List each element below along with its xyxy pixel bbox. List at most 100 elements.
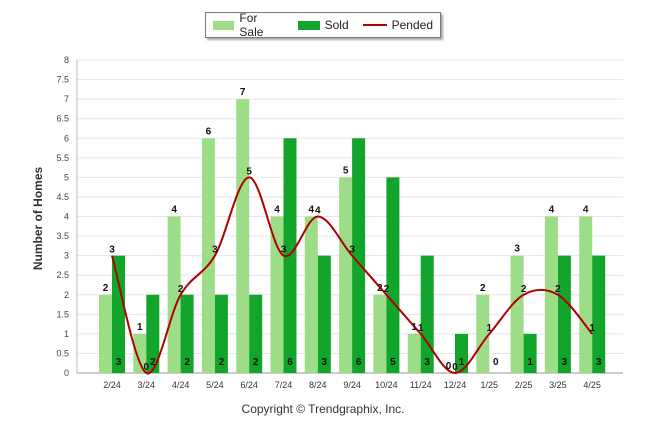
data-label-pended: 4 (315, 206, 321, 217)
x-tick-label: 10/24 (375, 380, 398, 390)
bar-sold (146, 294, 160, 373)
data-label-sold: 2 (219, 357, 225, 368)
bar-sold (180, 294, 194, 373)
bar-for-sale (133, 333, 147, 373)
bar-for-sale (510, 255, 524, 373)
data-label-pended: 3 (349, 245, 355, 256)
y-tick-label: 2.5 (56, 270, 69, 280)
data-label-sold: 2 (253, 357, 259, 368)
data-label-pended: 3 (281, 245, 287, 256)
bar-sold (317, 255, 331, 373)
y-tick-label: 4 (64, 212, 69, 222)
data-label-for-sale: 1 (411, 322, 417, 333)
data-label-for-sale: 2 (480, 283, 486, 294)
y-tick-label: 1 (64, 329, 69, 339)
y-tick-label: 1.5 (56, 309, 69, 319)
legend-label-sold: Sold (324, 18, 349, 32)
data-label-sold: 2 (184, 357, 190, 368)
bar-for-sale (201, 138, 215, 373)
y-axis-title: Number of Homes (31, 167, 45, 271)
x-tick-label: 1/25 (481, 380, 499, 390)
data-label-pended: 1 (418, 323, 424, 334)
x-tick-label: 12/24 (444, 380, 467, 390)
y-tick-label: 8 (64, 55, 69, 65)
data-label-for-sale: 6 (206, 126, 212, 137)
data-label-pended: 3 (109, 245, 115, 256)
data-label-pended: 5 (246, 166, 252, 177)
data-label-sold: 3 (116, 357, 122, 368)
data-label-sold: 3 (424, 357, 430, 368)
chart-legend: For Sale Sold Pended (205, 11, 441, 39)
y-tick-label: 5.5 (56, 153, 69, 163)
bar-for-sale (236, 99, 250, 373)
legend-item-for-sale: For Sale (213, 11, 284, 39)
bar-for-sale (373, 294, 387, 373)
y-tick-label: 7 (64, 94, 69, 104)
bar-sold (523, 333, 537, 373)
data-label-for-sale: 3 (514, 244, 520, 255)
y-tick-label: 7.5 (56, 75, 69, 85)
x-tick-label: 11/24 (410, 380, 432, 390)
data-label-sold: 3 (322, 357, 328, 368)
y-tick-label: 2 (64, 290, 69, 300)
for-sale-swatch (213, 20, 235, 30)
data-label-pended: 2 (178, 284, 184, 295)
y-tick-label: 4.5 (56, 192, 69, 202)
bar-sold (420, 255, 434, 373)
bar-for-sale (304, 216, 318, 373)
data-label-for-sale: 1 (137, 322, 143, 333)
data-label-sold: 2 (150, 357, 156, 368)
x-tick-label: 9/24 (343, 380, 361, 390)
x-tick-label: 6/24 (240, 380, 258, 390)
x-tick-label: 7/24 (275, 380, 293, 390)
x-tick-label: 8/24 (309, 380, 327, 390)
y-tick-label: 6 (64, 133, 69, 143)
bar-for-sale (476, 294, 490, 373)
data-label-pended: 2 (555, 284, 561, 295)
bar-for-sale (99, 294, 112, 373)
data-label-for-sale: 5 (343, 165, 349, 176)
data-label-sold: 3 (562, 357, 568, 368)
data-label-for-sale: 4 (549, 205, 555, 216)
legend-item-sold: Sold (297, 18, 349, 32)
data-label-sold: 1 (527, 357, 533, 368)
x-tick-label: 3/25 (549, 380, 567, 390)
sold-swatch (297, 20, 320, 30)
data-label-sold: 5 (390, 357, 396, 368)
bar-for-sale (579, 216, 593, 373)
bar-sold (592, 255, 606, 373)
data-label-pended: 3 (212, 245, 218, 256)
data-label-sold: 0 (493, 357, 499, 368)
copyright-text: Copyright © Trendgraphix, Inc. (241, 402, 405, 416)
data-label-pended: 1 (487, 323, 493, 334)
x-tick-label: 3/24 (138, 380, 156, 390)
pended-line (111, 176, 593, 375)
data-label-for-sale: 2 (103, 283, 109, 294)
bar-for-sale (544, 216, 558, 373)
data-label-pended: 2 (521, 284, 527, 295)
bar-for-sale (167, 216, 181, 373)
data-label-for-sale: 4 (274, 205, 280, 216)
legend-label-for-sale: For Sale (239, 11, 264, 39)
bar-sold (386, 177, 400, 373)
data-label-pended: 2 (384, 284, 390, 295)
data-label-for-sale: 7 (240, 87, 246, 98)
data-label-for-sale: 4 (583, 205, 589, 216)
x-tick-label: 4/25 (583, 380, 601, 390)
pended-swatch (362, 24, 387, 26)
y-tick-label: 5 (64, 172, 69, 182)
data-label-sold: 1 (459, 357, 465, 368)
legend-item-pended: Pended (362, 18, 433, 32)
x-tick-label: 2/24 (103, 380, 121, 390)
bar-sold (352, 138, 366, 373)
bar-for-sale (339, 177, 353, 373)
data-label-sold: 6 (356, 357, 362, 368)
data-label-pended: 0 (452, 362, 458, 373)
bar-sold (557, 255, 571, 373)
bar-sold (249, 294, 263, 373)
data-label-for-sale: 4 (309, 205, 315, 216)
y-tick-label: 3 (64, 251, 69, 261)
x-tick-label: 4/24 (172, 380, 190, 390)
x-tick-label: 5/24 (206, 380, 224, 390)
